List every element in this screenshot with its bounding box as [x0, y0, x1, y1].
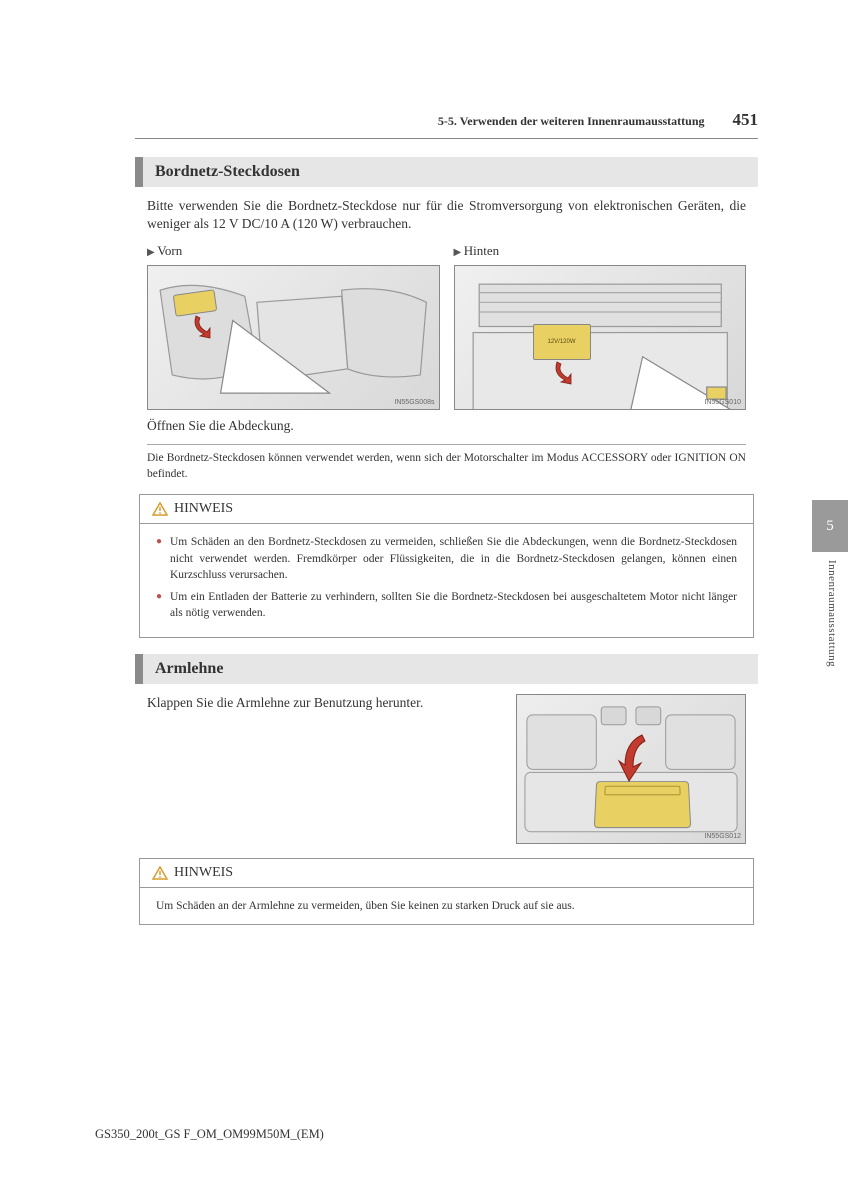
chapter-tab: 5 — [812, 500, 848, 552]
armrest-highlight — [594, 781, 691, 828]
caption-open-cover: Öffnen Sie die Abdeckung. — [147, 418, 746, 434]
warning-icon — [152, 866, 168, 880]
section-path: 5-5. Verwenden der weiteren Innenraumaus… — [438, 114, 705, 129]
socket-highlight-rear: 12V/120W — [533, 324, 591, 360]
hinweis-body: Um Schäden an den Bordnetz-Steckdosen zu… — [140, 524, 753, 636]
side-label: Innenraumausstattung — [826, 560, 838, 667]
illustration-armrest: IN55GS012 — [516, 694, 746, 844]
rear-sketch — [455, 266, 745, 410]
hinweis-box-1: HINWEIS Um Schäden an den Bordnetz-Steck… — [139, 494, 754, 637]
hinweis-header: HINWEIS — [140, 495, 753, 524]
image-tag: IN55GS010 — [704, 399, 741, 406]
hinweis-box-2: HINWEIS Um Schäden an der Armlehne zu ve… — [139, 858, 754, 925]
arrow-icon — [551, 356, 581, 386]
header-divider — [135, 138, 758, 139]
page-header: 5-5. Verwenden der weiteren Innenraumaus… — [135, 110, 758, 130]
label-vorn: Vorn — [147, 243, 440, 259]
section-title-armlehne: Armlehne — [135, 654, 758, 684]
intro-text: Bitte verwenden Sie die Bordnetz-Steckdo… — [147, 197, 746, 233]
page-container: 5-5. Verwenden der weiteren Innenraumaus… — [0, 0, 848, 1001]
page-number: 451 — [733, 110, 759, 130]
hinweis-title: HINWEIS — [174, 865, 233, 881]
accessory-note: Die Bordnetz-Steckdosen können verwendet… — [147, 451, 746, 482]
section-title-bordnetz: Bordnetz-Steckdosen — [135, 157, 758, 187]
socket-label: 12V/120W — [534, 339, 590, 345]
label-hinten: Hinten — [454, 243, 747, 259]
hinweis-header: HINWEIS — [140, 859, 753, 888]
hinweis-text: Um Schäden an der Armlehne zu vermeiden,… — [156, 898, 737, 914]
hinweis-body: Um Schäden an der Armlehne zu vermeiden,… — [140, 888, 753, 924]
chapter-number: 5 — [826, 518, 834, 535]
footer-code: GS350_200t_GS F_OM_OM99M50M_(EM) — [95, 1127, 324, 1142]
illustration-front: IN55GS008s — [147, 265, 440, 410]
image-row: Vorn IN55GS008s Hinten — [147, 243, 746, 410]
hinweis-item: Um Schäden an den Bordnetz-Steckdosen zu… — [156, 534, 737, 582]
image-tag: IN55GS012 — [704, 833, 741, 840]
hinweis-item: Um ein Entladen der Batterie zu verhinde… — [156, 589, 737, 621]
thin-divider — [147, 444, 746, 445]
armlehne-text: Klappen Sie die Armlehne zur Benutzung h… — [147, 694, 500, 713]
hinweis-title: HINWEIS — [174, 501, 233, 517]
image-col-front: Vorn IN55GS008s — [147, 243, 440, 410]
illustration-rear: 12V/120W IN55GS010 — [454, 265, 747, 410]
armlehne-row: Klappen Sie die Armlehne zur Benutzung h… — [147, 694, 746, 844]
image-col-rear: Hinten 12V/120W IN55GS010 — [454, 243, 747, 410]
image-tag: IN55GS008s — [394, 399, 434, 406]
arrow-icon — [190, 310, 220, 340]
warning-icon — [152, 502, 168, 516]
arrow-icon — [617, 733, 667, 788]
